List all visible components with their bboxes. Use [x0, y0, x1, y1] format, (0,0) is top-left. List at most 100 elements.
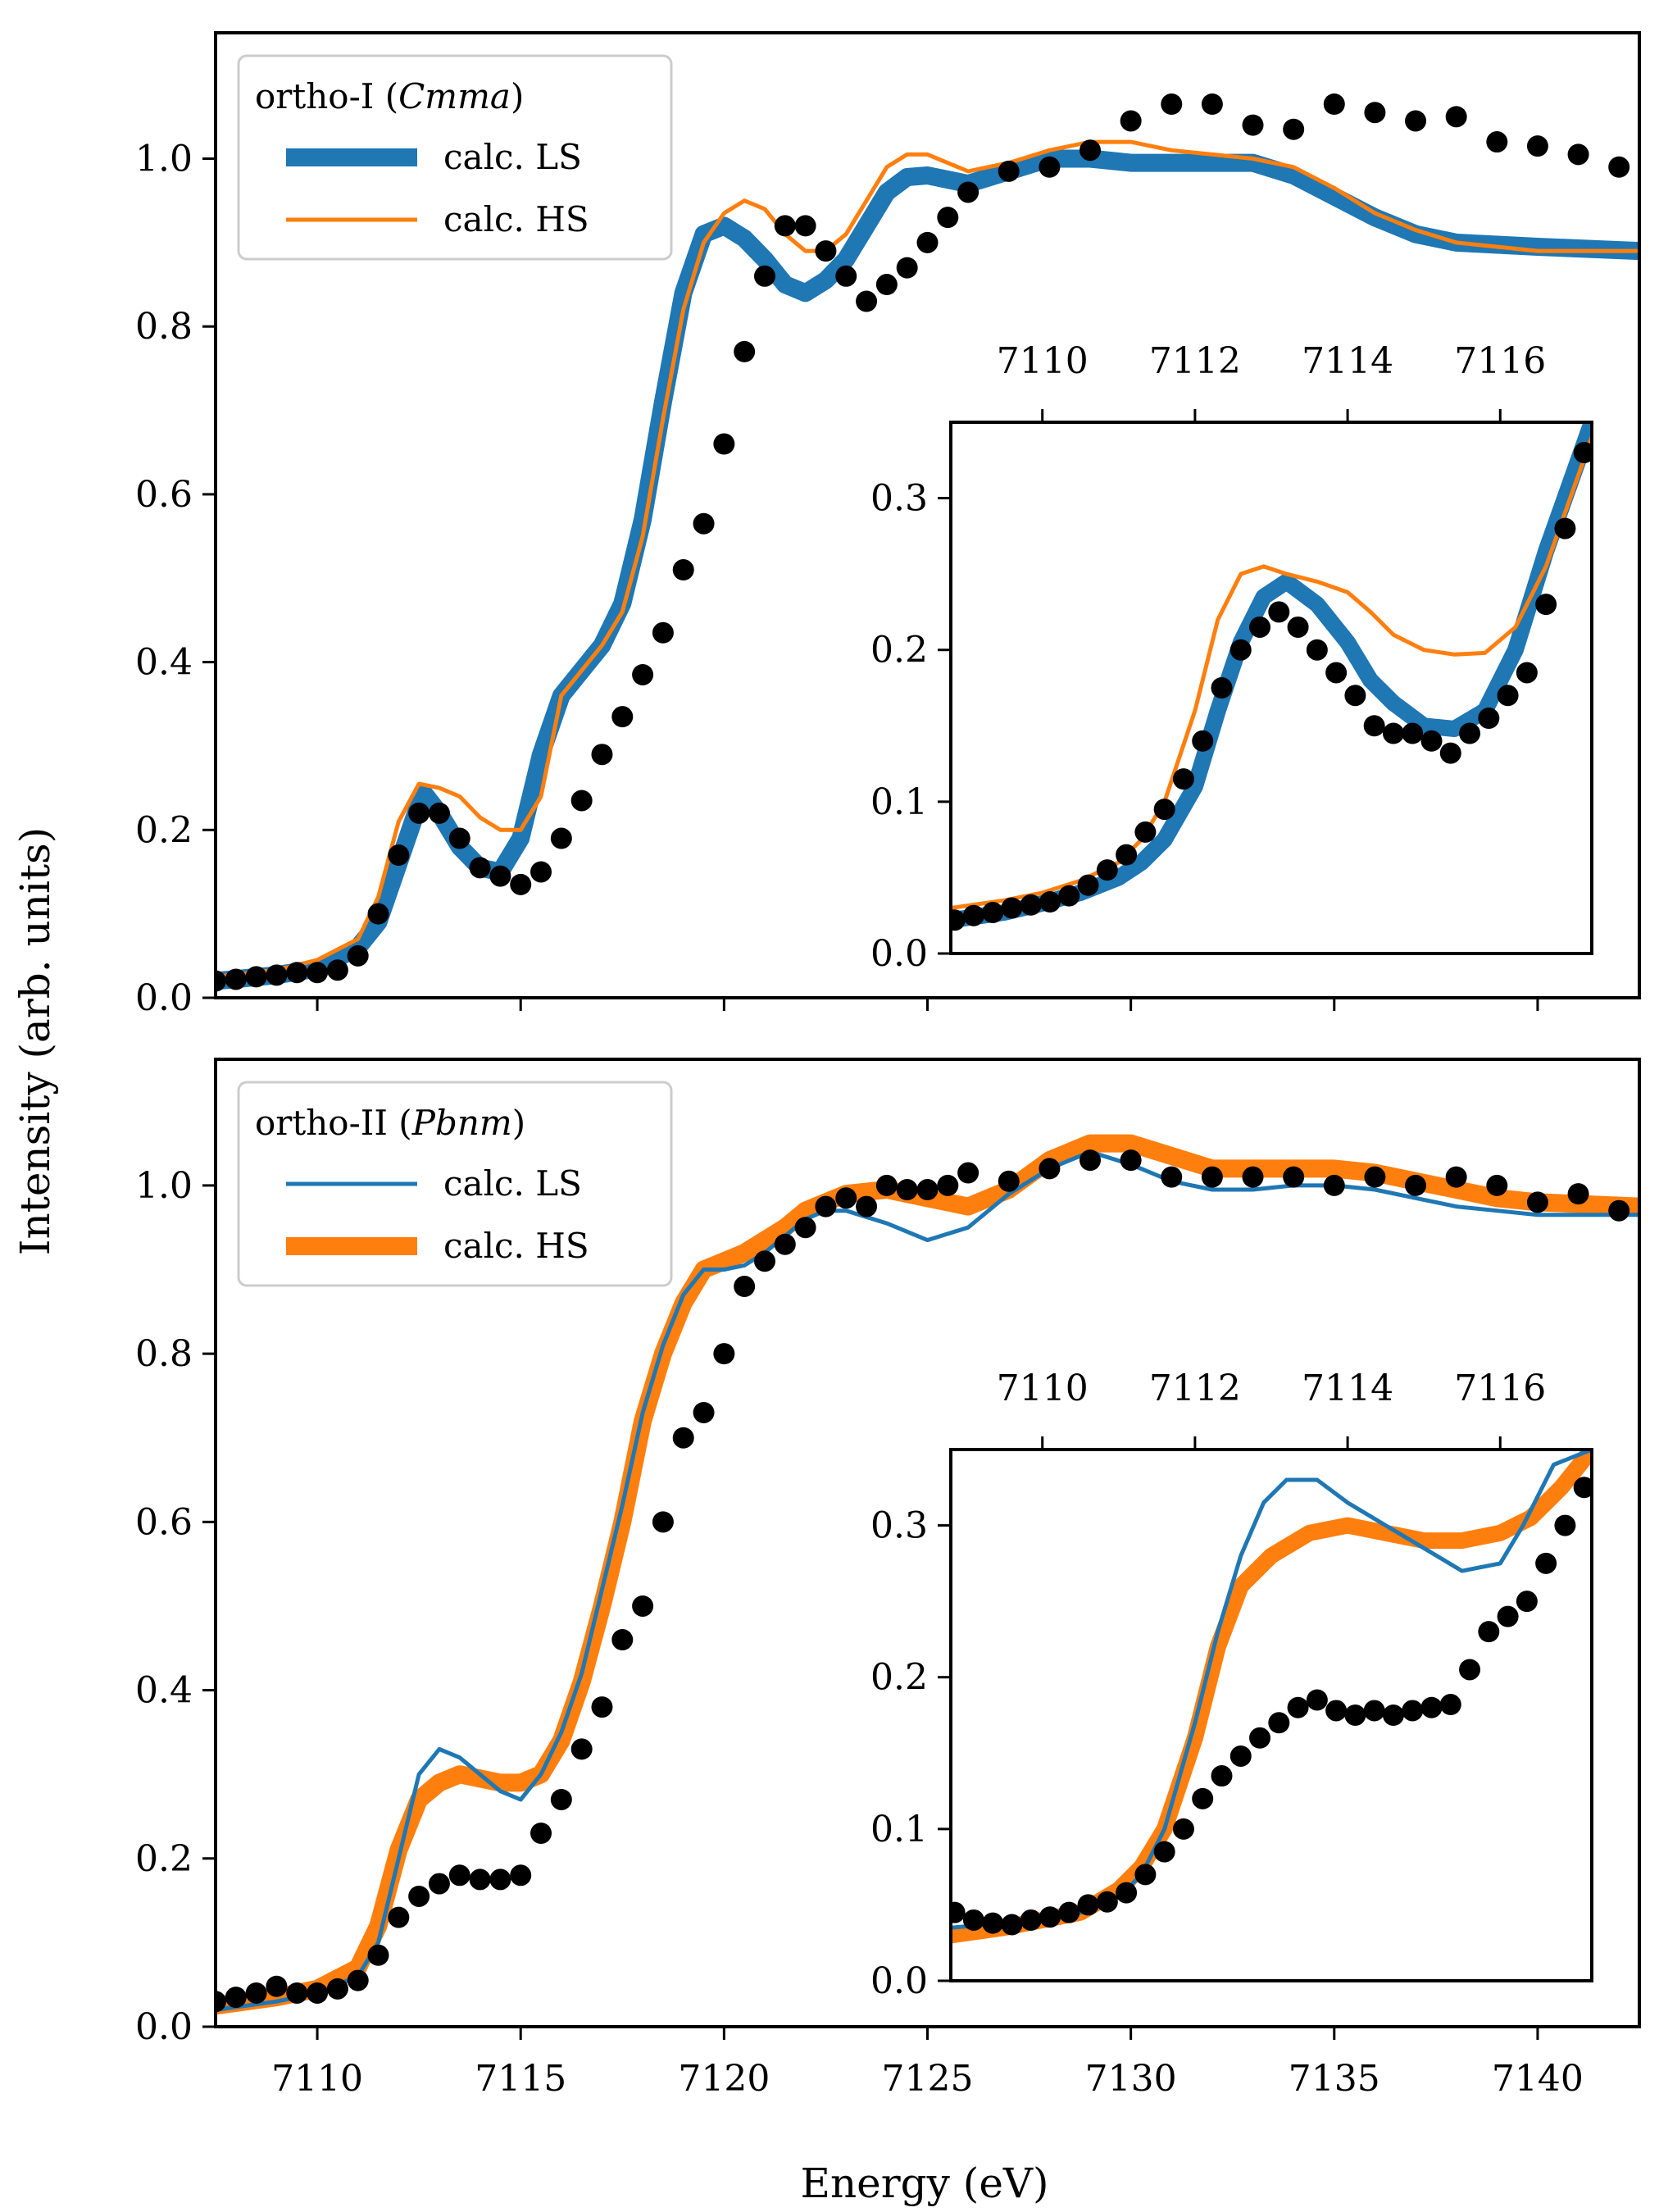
panel1-exp-point [875, 274, 898, 296]
panel2-inset-exp-point [1497, 1605, 1519, 1627]
panel1-inset-exp-point [1039, 891, 1061, 913]
panel1-inset-xtick-label: 7114 [1302, 340, 1393, 382]
panel2-exp-point [428, 1873, 450, 1895]
panel1-inset-exp-point [1420, 730, 1443, 752]
panel2-inset-exp-point [1573, 1477, 1592, 1499]
panel2-ytick-label: 0.4 [135, 1670, 193, 1712]
panel2-inset-exp-point [1058, 1901, 1080, 1923]
panel1-exp-point [1079, 139, 1102, 162]
panel1-inset: 0.0 0.1 0.2 0.3 7110 7112 7114 7116 [870, 340, 1593, 975]
panel1-inset-exp-point [1344, 685, 1366, 707]
panel2-inset-exp-point [1478, 1621, 1500, 1643]
panel2-exp-point [408, 1885, 430, 1907]
top-panel: 0.0 0.2 0.4 0.6 0.8 1.0 ortho-I (Cmma) calc. LS… [135, 31, 1641, 1019]
panel1-inset-exp-point [951, 909, 966, 931]
panel1-inset-exp-point [1192, 730, 1214, 752]
panel1-ytick-label: 1.0 [135, 139, 193, 180]
panel2-inset-exp-point [1439, 1694, 1461, 1716]
panel1-exp-point [307, 962, 329, 984]
panel1-ytick-label: 0.2 [135, 809, 193, 851]
panel1-exp-point [1567, 143, 1589, 166]
panel2-exp-point [794, 1217, 816, 1239]
panel1-exp-point [734, 340, 756, 362]
panel2-exp-point [530, 1823, 552, 1844]
panel1-exp-point [856, 290, 878, 312]
panel2-inset-exp-point [1039, 1906, 1061, 1928]
panel1-exp-point [1201, 93, 1223, 115]
panel2-exp-point [835, 1187, 857, 1209]
panel2-exp-point [307, 1982, 329, 2004]
x-axis-label: Energy (eV) [800, 2160, 1048, 2207]
panel2-exp-point [1120, 1149, 1142, 1172]
panel2-exp-point [591, 1696, 613, 1718]
panel1-inset-exp-point [1497, 685, 1519, 707]
panel2-exp-point [1079, 1149, 1102, 1172]
panel1-inset-ytick-label: 0.2 [870, 630, 928, 671]
panel1-exp-point [469, 857, 491, 879]
panel1-exp-point [225, 968, 247, 990]
panel2-inset-xtick-label: 7110 [997, 1368, 1089, 1409]
panel1-series-exp [216, 93, 1630, 992]
panel2-exp-point [286, 1982, 308, 2004]
panel2-exp-point [510, 1864, 532, 1887]
panel2-inset-exp-point [1153, 1841, 1175, 1863]
panel2-exp-point [957, 1162, 979, 1184]
panel1-inset-xtick-label: 7110 [997, 340, 1089, 382]
panel2-inset-exp-point [1211, 1765, 1233, 1787]
panel1-exp-point [916, 231, 939, 253]
panel2-exp-point [388, 1906, 410, 1928]
panel1-inset-exp-point [1268, 601, 1290, 623]
panel1-exp-point [957, 181, 979, 203]
panel1-inset-exp-point [962, 904, 984, 926]
panel1-inset-exp-point [1402, 722, 1424, 744]
panel1-legend-label-hs: calc. HS [443, 199, 589, 239]
panel2-exp-point [1161, 1166, 1183, 1188]
panel2-exp-point [550, 1788, 572, 1810]
panel2-exp-point [672, 1427, 694, 1449]
panel2-exp-point [1242, 1166, 1264, 1188]
panel1-inset-ytick-label: 0.1 [870, 781, 928, 823]
panel1-inset-exp-point [1153, 799, 1175, 821]
panel1-exp-point [489, 865, 511, 887]
panel2-inset-exp-point [1287, 1696, 1309, 1718]
panel2-inset-xtick-label: 7116 [1454, 1368, 1546, 1409]
panel1-inset-exp-point [1459, 722, 1481, 744]
panel2-legend-box [237, 1081, 673, 1287]
panel2-xtick-label: 7110 [271, 2058, 363, 2100]
panel1-exp-point [1120, 110, 1142, 132]
panel2-exp-point [1608, 1199, 1630, 1222]
panel1-inset-exp-point [1478, 708, 1500, 730]
panel1-exp-point [693, 512, 715, 535]
panel1-exp-point [1039, 156, 1061, 178]
panel1-inset-exp-point [982, 902, 1004, 924]
panel2-exp-point [632, 1595, 654, 1617]
panel1-exp-point [530, 861, 552, 883]
panel2-inset-exp-point [1306, 1689, 1328, 1711]
panel2-ytick-label: 0.0 [135, 2006, 193, 2048]
panel1-exp-point [591, 744, 613, 766]
panel1-legend-title: ortho-I (Cmma) [255, 76, 524, 116]
panel1-inset-exp-point [1172, 768, 1194, 790]
panel1-inset-exp-point [1363, 715, 1385, 737]
panel2-inset-ytick-label: 0.0 [870, 1960, 928, 2002]
panel2-exp-point [469, 1868, 491, 1891]
panel1-exp-point [1486, 131, 1508, 153]
panel2-inset-exp-point [1020, 1909, 1042, 1931]
panel2-series-exp [216, 1149, 1630, 2013]
panel2-exp-point [1201, 1166, 1223, 1188]
panel2-exp-point [815, 1195, 837, 1218]
panel2-exp-point [1405, 1174, 1427, 1196]
panel2-exp-point [448, 1864, 470, 1887]
panels: 0.0 0.2 0.4 0.6 0.8 1.0 ortho-I (Cmma) calc. LS… [135, 31, 1641, 2100]
panel1-legend-box [237, 54, 673, 261]
panel2-inset-exp-point [1192, 1787, 1214, 1809]
panel2-exp-point [774, 1233, 796, 1255]
panel2-series-hs [216, 1134, 1639, 2015]
panel1-exp-point [550, 827, 572, 849]
panel2-inset-exp-point [1096, 1891, 1118, 1913]
panel1-inset-exp-point [1077, 874, 1099, 896]
panel2-inset-series-exp [951, 1477, 1592, 1936]
panel2-exp-point [611, 1629, 634, 1650]
panel1-ytick-label: 0.4 [135, 642, 193, 684]
panel1-inset-exp-point [1516, 662, 1538, 684]
